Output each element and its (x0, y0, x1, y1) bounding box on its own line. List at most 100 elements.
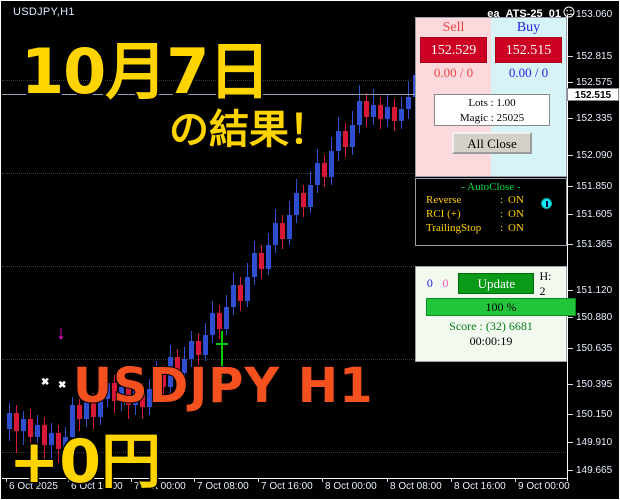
candle-body (245, 277, 250, 301)
buy-column[interactable]: Buy 152.515 0.00 / 0 (491, 18, 566, 90)
cross-marker: ✖ (41, 377, 50, 388)
candle-body (119, 387, 124, 401)
time-tick-mark (451, 478, 452, 482)
candle-body (364, 101, 369, 117)
time-tick-label: 8 Oct 16:00 (454, 481, 506, 492)
autoclose-row-name: TrailingStop (426, 222, 482, 234)
candle-body (343, 131, 348, 147)
time-tick-mark (322, 478, 323, 482)
gridline (2, 359, 568, 360)
autoclose-row[interactable]: RCI (+): ON (416, 207, 566, 221)
autoclose-row[interactable]: TrailingStop: ON (416, 221, 566, 235)
update-button[interactable]: Update (458, 273, 535, 294)
candle-body (7, 413, 12, 429)
overlay-date-text: 10月7日 (19, 33, 272, 110)
autoclose-row-colon: : (500, 194, 504, 206)
time-tick-mark (387, 478, 388, 482)
autoclose-rows: Reverse: ON RCI (+): ON TrailingStop: ON (416, 193, 566, 235)
gridline (2, 266, 568, 267)
overlay-profit-text: +0円 (7, 426, 162, 499)
time-tick-mark (6, 478, 7, 482)
price-tick-label: 152.090 (568, 150, 620, 162)
tick-mark (568, 469, 573, 471)
candle-body (322, 163, 327, 177)
candle-body (77, 405, 82, 419)
candle-body (175, 357, 180, 373)
candle-body (182, 359, 187, 373)
tick-mark (568, 55, 573, 57)
time-axis[interactable]: 6 Oct 2025 6 Oct 16:00 7 Oct 00:00 7 Oct 08… (2, 478, 570, 498)
autoclose-row-name: RCI (+) (426, 208, 461, 220)
time-tick-label: 6 Oct 2025 (9, 481, 58, 492)
candle-body (84, 401, 89, 419)
progress-bar: 100 % (426, 298, 576, 316)
candle-body (35, 425, 40, 437)
price-tick-label: 151.120 (568, 285, 620, 297)
all-close-button[interactable]: All Close (452, 132, 532, 154)
sell-column[interactable]: Sell 152.529 0.00 / 0 (416, 18, 491, 90)
candle-body (399, 109, 404, 121)
down-arrow-marker: ↓ (56, 322, 66, 344)
candle-body (406, 97, 411, 109)
candle-body (294, 193, 299, 215)
buy-price-button[interactable]: 152.515 (495, 37, 562, 63)
chart-title-label: USDJPY,H1 (13, 6, 75, 18)
current-price-line (2, 94, 568, 95)
tick-mark (568, 316, 573, 318)
price-tick-label: 150.635 (568, 343, 620, 355)
candle-body (287, 215, 292, 239)
price-tick-label: 153.060 (568, 9, 620, 21)
sell-price-button[interactable]: 152.529 (420, 37, 487, 63)
tick-mark (568, 154, 573, 156)
candle-body (49, 433, 54, 445)
tick-mark (568, 289, 573, 291)
candle-body (56, 433, 61, 449)
lots-magic-box[interactable]: Lots : 1.00 Magic : 25025 (434, 94, 550, 126)
score-label: Score : (32) 6681 (449, 319, 533, 333)
autoclose-row[interactable]: Reverse: ON (416, 193, 566, 207)
autoclose-panel: - AutoClose - Reverse: ON RCI (+): ON Traili… (415, 178, 567, 246)
candle-body (70, 405, 75, 437)
tick-mark (568, 383, 573, 385)
signal-cross-bar (216, 343, 228, 345)
tick-mark (568, 347, 573, 349)
autoclose-row-value: ON (508, 222, 524, 234)
candle-body (273, 223, 278, 245)
toggle-on-indicator-icon[interactable] (541, 198, 552, 209)
time-tick-mark (258, 478, 259, 482)
price-tick-label: 150.395 (568, 379, 620, 391)
candle-body (168, 357, 173, 387)
overlay-symbol-text: USDJPY H1 (72, 357, 374, 415)
candle-body (357, 101, 362, 125)
candle-body (154, 373, 159, 389)
candle-body (329, 151, 334, 177)
time-tick-label: 7 Oct 00:00 (134, 481, 186, 492)
price-tick-label: 151.605 (568, 209, 620, 221)
time-tick-label: 7 Oct 16:00 (261, 481, 313, 492)
ea-name-text: ea_ATS-25_01 (487, 7, 561, 20)
sell-position-summary: 0.00 / 0 (433, 65, 474, 80)
time-tick-mark (194, 478, 195, 482)
score-top-row: 0 0 Update H: 2 (416, 267, 566, 298)
overlay-result-text: の結果！ (168, 106, 331, 155)
candle-body (14, 413, 19, 431)
price-tick-label: 150.150 (568, 409, 620, 421)
buy-count-label: 0 (426, 276, 433, 290)
autoclose-row-name: Reverse (426, 194, 462, 206)
price-axis[interactable]: 153.060 152.815 152.575 152.335 152.090 151.8… (567, 9, 620, 481)
candle-body (126, 387, 131, 405)
lots-label: Lots : 1.00 (468, 97, 516, 109)
autoclose-row-colon: : (500, 208, 504, 220)
candle-body (378, 105, 383, 119)
tick-mark (568, 213, 573, 215)
candle-body (315, 163, 320, 185)
tick-mark (568, 185, 573, 187)
candle-body (203, 335, 208, 355)
tick-mark (568, 13, 573, 15)
tick-mark (568, 81, 573, 83)
candle-body (112, 383, 117, 401)
panel-spacer (411, 177, 415, 247)
autoclose-row-value: ON (508, 194, 524, 206)
timer-label: 00:00:19 (469, 334, 513, 348)
time-tick-mark (68, 478, 69, 482)
